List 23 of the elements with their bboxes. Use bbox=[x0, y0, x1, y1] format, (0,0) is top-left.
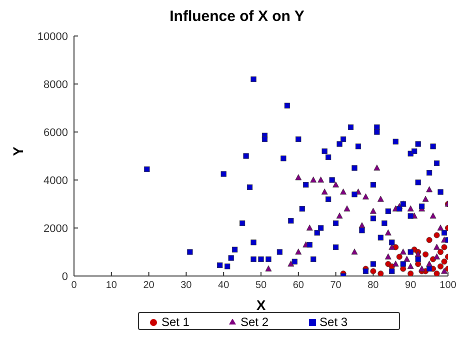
x-tick-label: 30 bbox=[180, 280, 192, 292]
x-tick-label: 80 bbox=[368, 280, 380, 292]
x-tick-label: 10 bbox=[106, 280, 118, 292]
y-tick-label: 2000 bbox=[44, 222, 68, 235]
x-tick-label: 100 bbox=[440, 280, 457, 292]
y-tick-label: 0 bbox=[62, 270, 68, 283]
x-tick-label: 70 bbox=[330, 280, 342, 292]
y-tick-label: 4000 bbox=[44, 174, 68, 187]
x-tick-label: 40 bbox=[218, 280, 230, 292]
x-tick-label: 0 bbox=[71, 280, 78, 292]
y-axis-title: Y bbox=[10, 146, 26, 156]
y-tick-label: 8000 bbox=[44, 78, 68, 91]
x-tick-label: 90 bbox=[405, 280, 417, 292]
chart-title: Influence of X on Y bbox=[168, 8, 306, 27]
y-tick-label: 10000 bbox=[37, 30, 68, 43]
legend-label: Set 1 bbox=[161, 315, 190, 329]
legend-label: Set 2 bbox=[240, 315, 269, 329]
x-tick-label: 20 bbox=[143, 280, 155, 292]
x-tick-label: 50 bbox=[255, 280, 267, 292]
x-tick-label: 60 bbox=[292, 280, 304, 292]
y-tick-label: 6000 bbox=[44, 126, 68, 139]
x-axis-title: X bbox=[256, 297, 266, 313]
legend-label: Set 3 bbox=[320, 315, 348, 329]
